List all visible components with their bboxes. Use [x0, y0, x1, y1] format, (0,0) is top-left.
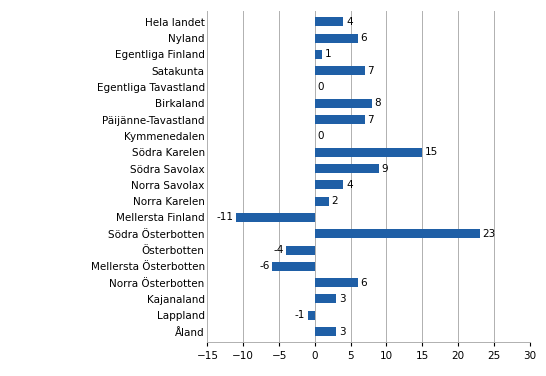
Text: 15: 15 — [425, 147, 438, 157]
Text: -11: -11 — [217, 212, 234, 223]
Text: 9: 9 — [382, 164, 388, 174]
Bar — [315, 327, 336, 336]
Bar — [308, 311, 315, 320]
Text: 23: 23 — [482, 229, 495, 239]
Text: 6: 6 — [360, 33, 367, 43]
Text: -6: -6 — [259, 261, 269, 271]
Bar — [315, 148, 422, 157]
Bar — [236, 213, 315, 222]
Text: 3: 3 — [339, 294, 346, 304]
Bar — [315, 278, 358, 287]
Text: 4: 4 — [346, 17, 353, 27]
Text: 3: 3 — [339, 327, 346, 337]
Bar — [315, 34, 358, 42]
Bar — [315, 99, 372, 108]
Text: 2: 2 — [331, 196, 339, 206]
Text: 4: 4 — [346, 180, 353, 190]
Text: 8: 8 — [375, 99, 381, 108]
Text: 0: 0 — [317, 82, 324, 92]
Bar — [315, 17, 343, 26]
Text: 1: 1 — [324, 50, 331, 59]
Bar — [315, 50, 322, 59]
Bar — [315, 294, 336, 303]
Bar — [315, 180, 343, 190]
Text: -1: -1 — [295, 310, 305, 320]
Text: 6: 6 — [360, 277, 367, 288]
Text: 0: 0 — [317, 131, 324, 141]
Text: 7: 7 — [367, 115, 374, 125]
Text: 7: 7 — [367, 66, 374, 76]
Bar — [315, 115, 365, 124]
Bar — [315, 229, 479, 238]
Bar — [315, 164, 379, 173]
Bar — [286, 246, 315, 255]
Bar — [315, 197, 329, 206]
Bar — [272, 262, 315, 271]
Bar — [315, 66, 365, 75]
Text: -4: -4 — [274, 245, 284, 255]
